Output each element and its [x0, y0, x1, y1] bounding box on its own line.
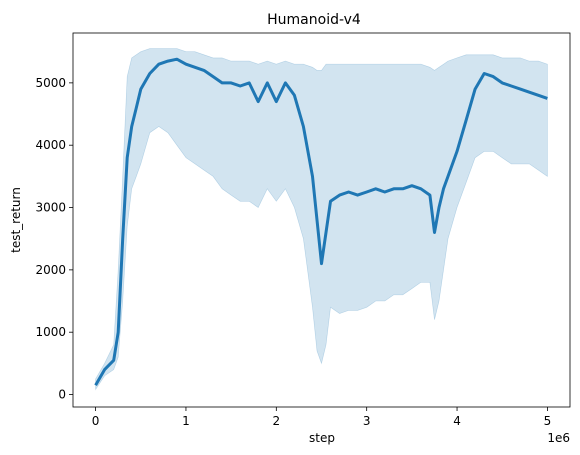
x-offset-label: 1e6: [547, 431, 570, 445]
y-axis-label: test_return: [9, 187, 23, 253]
x-tick-label: 2: [272, 414, 280, 428]
x-axis: 0 1 2 3 4 5: [92, 407, 551, 428]
y-tick-label: 5000: [35, 76, 66, 90]
plot-area: [94, 48, 548, 391]
chart-title: Humanoid-v4: [267, 12, 361, 28]
y-axis: 0 1000 2000 3000 4000 5000: [35, 76, 73, 402]
x-tick-label: 5: [544, 414, 552, 428]
y-tick-label: 0: [58, 388, 66, 402]
x-tick-label: 1: [182, 414, 190, 428]
y-tick-label: 2000: [35, 263, 66, 277]
series-0-line: [94, 57, 548, 386]
plot-frame: [72, 32, 571, 408]
y-tick-label: 1000: [35, 325, 66, 339]
series-0-confidence-band: [95, 48, 548, 391]
x-tick-label: 4: [453, 414, 461, 428]
y-tick-label: 4000: [35, 138, 66, 152]
x-axis-label: step: [309, 431, 335, 445]
x-tick-label: 3: [363, 414, 371, 428]
y-tick-label: 3000: [35, 201, 66, 215]
x-tick-label: 0: [92, 414, 100, 428]
